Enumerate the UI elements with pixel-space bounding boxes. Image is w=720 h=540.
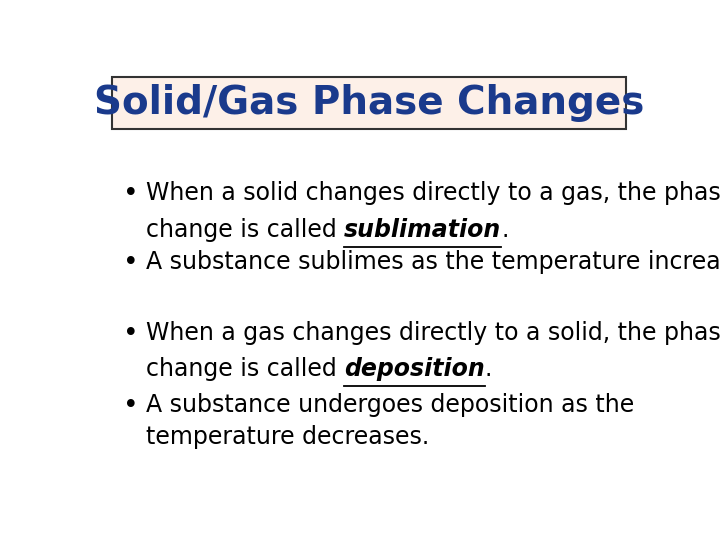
Text: .: .	[501, 218, 508, 242]
Text: change is called: change is called	[145, 218, 344, 242]
Text: When a gas changes directly to a solid, the phase: When a gas changes directly to a solid, …	[145, 321, 720, 345]
Text: •: •	[124, 250, 139, 276]
Text: A substance sublimes as the temperature increases.: A substance sublimes as the temperature …	[145, 250, 720, 274]
Text: •: •	[124, 181, 139, 207]
FancyBboxPatch shape	[112, 77, 626, 129]
Text: •: •	[124, 393, 139, 419]
Text: A substance undergoes deposition as the
temperature decreases.: A substance undergoes deposition as the …	[145, 393, 634, 449]
Text: deposition: deposition	[344, 357, 485, 381]
Text: Solid/Gas Phase Changes: Solid/Gas Phase Changes	[94, 84, 644, 122]
Text: .: .	[485, 357, 492, 381]
Text: sublimation: sublimation	[344, 218, 501, 242]
Text: When a solid changes directly to a gas, the phase: When a solid changes directly to a gas, …	[145, 181, 720, 205]
Text: •: •	[124, 321, 139, 347]
Text: change is called: change is called	[145, 357, 344, 381]
